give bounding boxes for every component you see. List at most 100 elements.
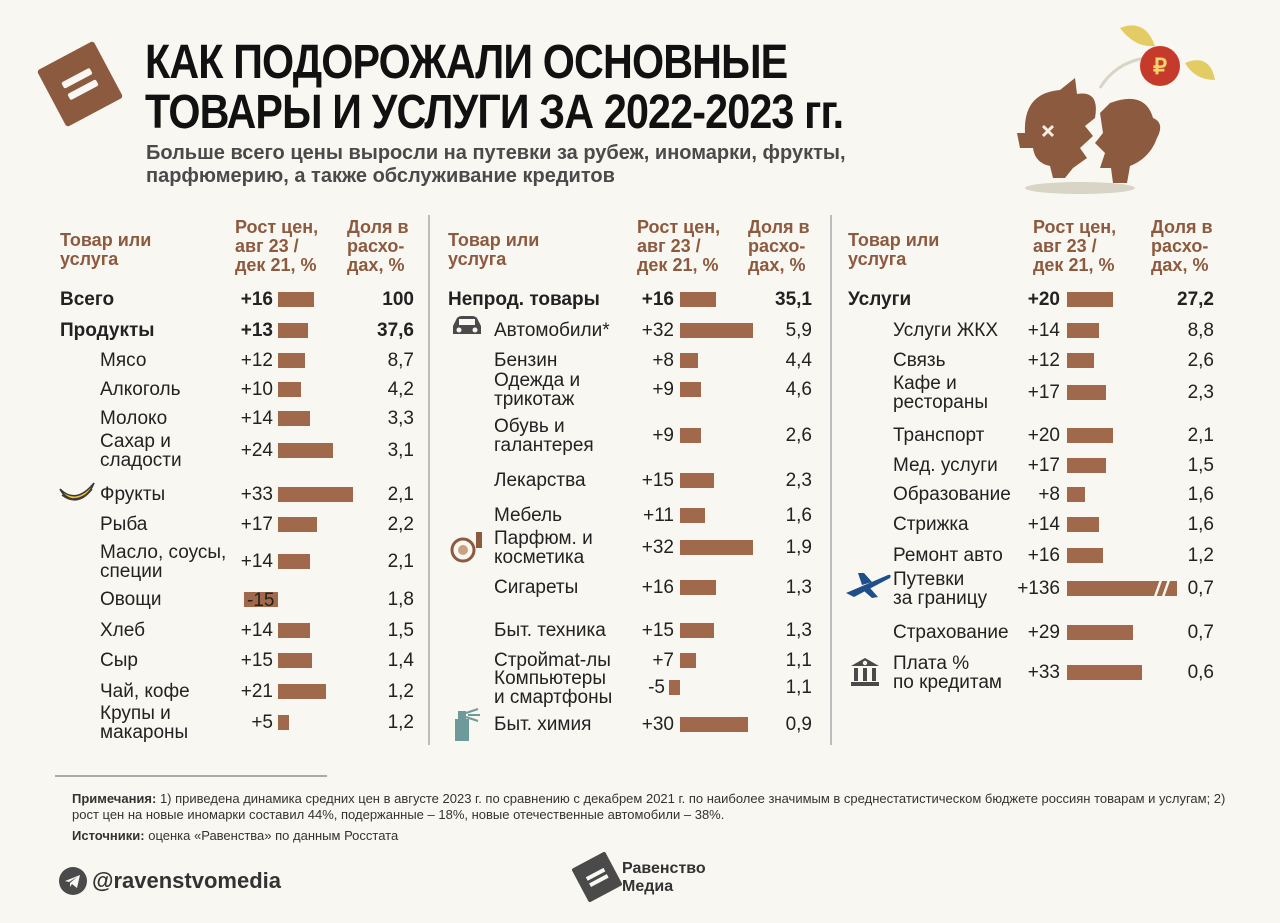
bar-value-label: +17 [240,514,273,535]
bar-value-label: +16 [1027,545,1060,566]
telegram-handle[interactable]: @ravenstvomedia [92,868,281,893]
bar-mark [1067,458,1106,473]
column-divider [830,215,832,745]
car-icon [450,313,484,344]
telegram-icon[interactable] [58,866,88,896]
row-label: Сигареты [494,577,579,598]
svg-text:₽: ₽ [1153,54,1167,79]
share-value: 0,7 [1187,578,1214,599]
row-label: Фрукты [100,484,166,505]
row-label: Молоко [100,408,168,429]
header-growth: Рост цен, авг 23 / дек 21, % [1033,217,1117,275]
share-value: 1,3 [785,577,812,598]
airplane-icon [844,571,892,604]
share-value: 1,6 [1187,514,1214,535]
header-growth: Рост цен, авг 23 / дек 21, % [637,217,721,275]
row-label: Автомобили* [494,320,610,341]
share-value: 1,8 [387,589,414,610]
share-value: 2,6 [1187,350,1214,371]
bar-mark [680,428,701,443]
bar-mark [1067,517,1099,532]
share-value: 35,1 [775,289,812,310]
bar-mark [1067,292,1113,307]
page-title: КАК ПОДОРОЖАЛИ ОСНОВНЫЕ ТОВАРЫ И УСЛУГИ … [145,36,844,139]
header-share: Доля в расхо- дах, % [1151,217,1213,275]
bar-value-label: +21 [240,681,273,702]
share-value: 0,7 [1187,622,1214,643]
share-value: 3,1 [387,440,414,461]
sources-label: Источники: [72,828,145,843]
bar-value-label: +15 [240,650,273,671]
piggy-bank-icon: ₽ [1017,25,1215,194]
share-value: 0,6 [1187,662,1214,683]
bar-mark [1067,548,1103,563]
bar-value-label: -15 [247,590,275,611]
bar-value-label: +16 [641,289,674,310]
share-value: 1,6 [1187,484,1214,505]
share-value: 4,6 [785,379,812,400]
row-label: Чай, кофе [100,681,190,702]
share-value: 1,2 [1187,545,1214,566]
header-item: Товар или услуга [848,230,940,269]
row-label: Мед. услуги [893,455,998,476]
bar-value-label: +5 [251,712,273,733]
row-label: Страхование [893,622,1009,643]
bar-mark [680,623,714,638]
bar-value-label: +136 [1017,578,1060,599]
bar-break-icon [1154,581,1170,596]
bar-value-label: +14 [1027,320,1060,341]
row-label: Быт. техника [494,620,606,641]
bar-value-label: +14 [1027,514,1060,535]
bar-value-label: +14 [240,551,273,572]
page-subtitle: Больше всего цены выросли на путевки за … [146,142,846,187]
share-value: 3,3 [387,408,414,429]
row-label: Образование [893,484,1011,505]
brand-name: Равенство Медиа [622,860,706,895]
row-label: Всего [60,289,115,310]
bar-value-label: +24 [240,440,273,461]
row-label: Услуги ЖКХ [893,320,998,341]
header-share: Доля в расхо- дах, % [748,217,810,275]
bar-mark [244,592,278,607]
share-value: 1,5 [387,620,414,641]
row-label: Крупы и макароны [100,703,189,743]
share-value: 1,6 [785,505,812,526]
bar-value-label: +14 [240,620,273,641]
bar-value-label: +33 [240,484,273,505]
bar-mark [278,684,326,699]
bar-value-label: +20 [1027,289,1060,310]
bar-value-label: +12 [240,350,273,371]
bar-mark [1067,665,1142,680]
bar-value-label: +16 [240,289,273,310]
row-label: Компьютеры и смартфоны [494,668,613,708]
bar-value-label: +9 [652,379,674,400]
row-label: Рыба [100,514,148,535]
share-value: 8,7 [387,350,414,371]
share-value: 2,1 [387,484,414,505]
share-value: 4,2 [387,379,414,400]
bar-mark [1067,323,1099,338]
row-label: Связь [893,350,946,371]
bar-mark [278,623,310,638]
row-label: Одежда и трикотаж [494,370,581,410]
bar-value-label: +17 [1027,382,1060,403]
row-label: Сахар и сладости [100,431,182,471]
bar-value-label: -5 [648,677,665,698]
share-value: 2,1 [1187,425,1214,446]
header-share: Доля в расхо- дах, % [347,217,409,275]
share-value: 2,6 [785,425,812,446]
footnotes: Примечания: 1) приведена динамика средни… [72,791,1252,844]
row-label: Масло, соусы, специи [100,542,227,582]
row-label: Быт. химия [494,714,592,735]
notes-text: 1) приведена динамика средних цен в авгу… [72,791,1226,822]
row-label: Непрод. товары [448,289,600,310]
bar-mark [278,411,310,426]
share-value: 2,3 [1187,382,1214,403]
share-value: 2,1 [387,551,414,572]
bar-mark [680,292,716,307]
bar-mark [278,554,310,569]
bar-value-label: +29 [1027,622,1060,643]
share-value: 0,9 [785,714,812,735]
row-label: Лекарства [494,470,586,491]
share-value: 8,8 [1187,320,1214,341]
